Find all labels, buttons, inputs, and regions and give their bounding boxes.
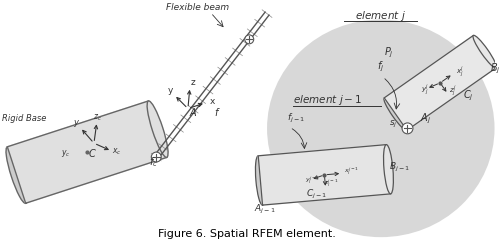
Polygon shape bbox=[384, 36, 496, 130]
Text: $B_j$: $B_j$ bbox=[490, 62, 500, 76]
Ellipse shape bbox=[473, 35, 496, 68]
Circle shape bbox=[402, 123, 413, 134]
Text: $A_{j-1}$: $A_{j-1}$ bbox=[254, 203, 276, 216]
Text: $C_{j-1}$: $C_{j-1}$ bbox=[306, 188, 327, 201]
Text: element $j$: element $j$ bbox=[356, 9, 406, 23]
Text: $y_c$: $y_c$ bbox=[62, 147, 71, 159]
Text: $z_c$: $z_c$ bbox=[94, 112, 102, 123]
Circle shape bbox=[245, 35, 254, 44]
Text: $y_j^j$: $y_j^j$ bbox=[422, 82, 430, 97]
Text: C: C bbox=[88, 149, 96, 159]
Circle shape bbox=[152, 152, 161, 162]
Text: $x_j^j$: $x_j^j$ bbox=[456, 64, 464, 79]
Text: $B_{j-1}$: $B_{j-1}$ bbox=[388, 161, 410, 174]
Ellipse shape bbox=[384, 98, 407, 130]
Text: f: f bbox=[214, 109, 218, 119]
Text: Flexible beam: Flexible beam bbox=[166, 3, 230, 12]
Text: $s_j$: $s_j$ bbox=[390, 119, 398, 130]
Text: x: x bbox=[210, 97, 215, 106]
Text: $y$: $y$ bbox=[72, 118, 80, 129]
Polygon shape bbox=[8, 101, 167, 203]
Text: $C_j$: $C_j$ bbox=[463, 88, 473, 103]
Text: $z_l^{j-1}$: $z_l^{j-1}$ bbox=[324, 178, 338, 189]
Text: Figure 6. Spatial RFEM element.: Figure 6. Spatial RFEM element. bbox=[158, 229, 336, 239]
Text: $x_c$: $x_c$ bbox=[112, 147, 122, 157]
Text: $z_j^j$: $z_j^j$ bbox=[449, 83, 456, 98]
Text: A: A bbox=[190, 109, 196, 119]
Text: $f_c$: $f_c$ bbox=[149, 155, 158, 169]
Ellipse shape bbox=[267, 20, 494, 237]
Ellipse shape bbox=[384, 145, 394, 194]
Ellipse shape bbox=[147, 101, 168, 158]
Text: y: y bbox=[168, 86, 173, 95]
Polygon shape bbox=[258, 145, 390, 205]
Text: $A_j$: $A_j$ bbox=[420, 111, 432, 126]
Text: $f_j$: $f_j$ bbox=[377, 60, 384, 74]
Text: $P_j$: $P_j$ bbox=[384, 46, 394, 60]
Text: $y_l^{j-1}$: $y_l^{j-1}$ bbox=[304, 175, 320, 186]
Text: element $j-1$: element $j-1$ bbox=[293, 93, 362, 107]
Text: Rigid Base: Rigid Base bbox=[2, 114, 46, 123]
Text: $f_{j-1}$: $f_{j-1}$ bbox=[287, 112, 305, 125]
Text: z: z bbox=[191, 78, 196, 87]
Text: $x_l^{j-1}$: $x_l^{j-1}$ bbox=[344, 166, 359, 177]
Ellipse shape bbox=[6, 147, 27, 203]
Ellipse shape bbox=[256, 156, 266, 205]
